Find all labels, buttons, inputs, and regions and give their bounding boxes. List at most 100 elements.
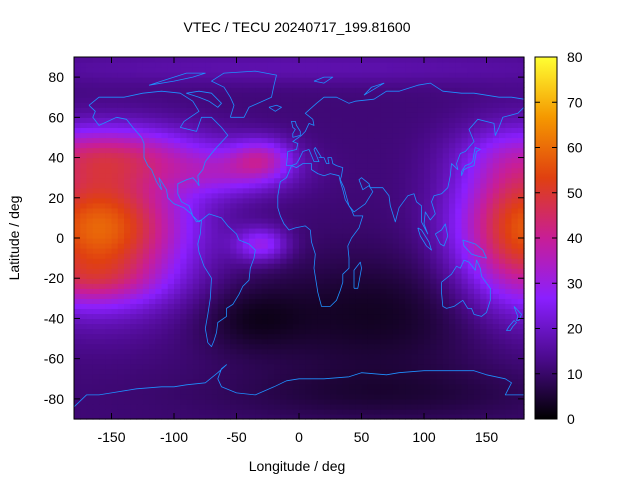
heatmap-cell	[380, 353, 388, 360]
heatmap-cell	[92, 192, 100, 199]
heatmap-cell	[149, 107, 156, 113]
heatmap-cell	[261, 238, 269, 244]
heatmap-cell	[411, 142, 419, 149]
heatmap-cell	[411, 177, 419, 184]
heatmap-cell	[174, 323, 181, 330]
heatmap-cell	[505, 293, 513, 299]
heatmap-cell	[149, 238, 156, 244]
heatmap-cell	[461, 373, 469, 380]
heatmap-cell	[505, 373, 513, 380]
heatmap-cell	[199, 313, 206, 320]
heatmap-cell	[311, 117, 319, 123]
heatmap-cell	[174, 142, 181, 149]
heatmap-cell	[380, 147, 388, 154]
heatmap-cell	[474, 383, 481, 390]
heatmap-cell	[292, 373, 300, 380]
heatmap-cell	[224, 238, 231, 244]
heatmap-cell	[367, 182, 375, 189]
heatmap-cell	[111, 127, 119, 134]
heatmap-cell	[92, 182, 100, 189]
heatmap-cell	[442, 232, 450, 239]
heatmap-cell	[430, 393, 438, 400]
heatmap-cell	[499, 192, 506, 199]
heatmap-cell	[436, 217, 444, 224]
heatmap-cell	[517, 408, 525, 415]
heatmap-cell	[480, 363, 488, 370]
heatmap-cell	[224, 318, 231, 325]
heatmap-cell	[292, 393, 300, 400]
heatmap-cell	[192, 338, 200, 345]
heatmap-cell	[511, 187, 519, 194]
heatmap-cell	[111, 328, 119, 335]
heatmap-cell	[392, 283, 400, 289]
heatmap-cell	[224, 338, 231, 345]
heatmap-cell	[374, 273, 381, 279]
heatmap-cell	[392, 117, 400, 123]
heatmap-cell	[224, 388, 231, 395]
heatmap-cell	[405, 102, 413, 108]
heatmap-cell	[199, 87, 206, 93]
heatmap-cell	[305, 313, 313, 320]
heatmap-cell	[392, 403, 400, 410]
heatmap-cell	[361, 348, 369, 355]
heatmap-cell	[192, 107, 200, 113]
heatmap-cell	[411, 217, 419, 224]
heatmap-cell	[280, 398, 288, 405]
heatmap-cell	[211, 243, 219, 249]
heatmap-cell	[342, 318, 350, 325]
heatmap-cell	[467, 77, 475, 83]
heatmap-cell	[317, 348, 325, 355]
heatmap-cell	[174, 172, 181, 179]
heatmap-cell	[424, 388, 431, 395]
heatmap-cell	[436, 72, 444, 78]
heatmap-cell	[261, 358, 269, 365]
heatmap-cell	[255, 112, 263, 118]
heatmap-cell	[274, 328, 281, 335]
heatmap-cell	[230, 167, 238, 174]
heatmap-cell	[192, 323, 200, 330]
heatmap-cell	[136, 293, 144, 299]
heatmap-cell	[261, 202, 269, 209]
heatmap-cell	[499, 298, 506, 304]
heatmap-cell	[374, 298, 381, 304]
heatmap-cell	[474, 222, 481, 229]
heatmap-cell	[192, 87, 200, 93]
heatmap-cell	[511, 313, 519, 320]
heatmap-cell	[292, 112, 300, 118]
heatmap-cell	[405, 162, 413, 169]
heatmap-cell	[205, 253, 213, 259]
heatmap-cell	[424, 288, 431, 294]
heatmap-cell	[261, 182, 269, 189]
heatmap-cell	[92, 92, 100, 98]
heatmap-cell	[86, 338, 94, 345]
heatmap-cell	[217, 112, 225, 118]
heatmap-cell	[355, 72, 363, 78]
heatmap-cell	[380, 117, 388, 123]
heatmap-cell	[92, 82, 100, 88]
heatmap-cell	[436, 248, 444, 254]
heatmap-cell	[136, 413, 144, 420]
heatmap-cell	[430, 162, 438, 169]
heatmap-cell	[236, 303, 244, 309]
heatmap-cell	[311, 403, 319, 410]
heatmap-cell	[511, 413, 519, 420]
heatmap-cell	[380, 398, 388, 405]
heatmap-cell	[374, 408, 381, 415]
heatmap-cell	[161, 187, 169, 194]
heatmap-cell	[461, 167, 469, 174]
heatmap-cell	[292, 248, 300, 254]
heatmap-cell	[336, 232, 344, 239]
heatmap-cell	[230, 343, 238, 350]
heatmap-cell	[330, 253, 338, 259]
heatmap-cell	[517, 278, 525, 284]
heatmap-cell	[286, 308, 294, 315]
heatmap-cell	[286, 288, 294, 294]
heatmap-cell	[136, 152, 144, 159]
heatmap-cell	[355, 313, 363, 320]
heatmap-cell	[399, 253, 406, 259]
heatmap-cell	[386, 77, 394, 83]
heatmap-cell	[367, 298, 375, 304]
heatmap-cell	[386, 212, 394, 219]
heatmap-cell	[411, 127, 419, 134]
heatmap-cell	[267, 338, 275, 345]
